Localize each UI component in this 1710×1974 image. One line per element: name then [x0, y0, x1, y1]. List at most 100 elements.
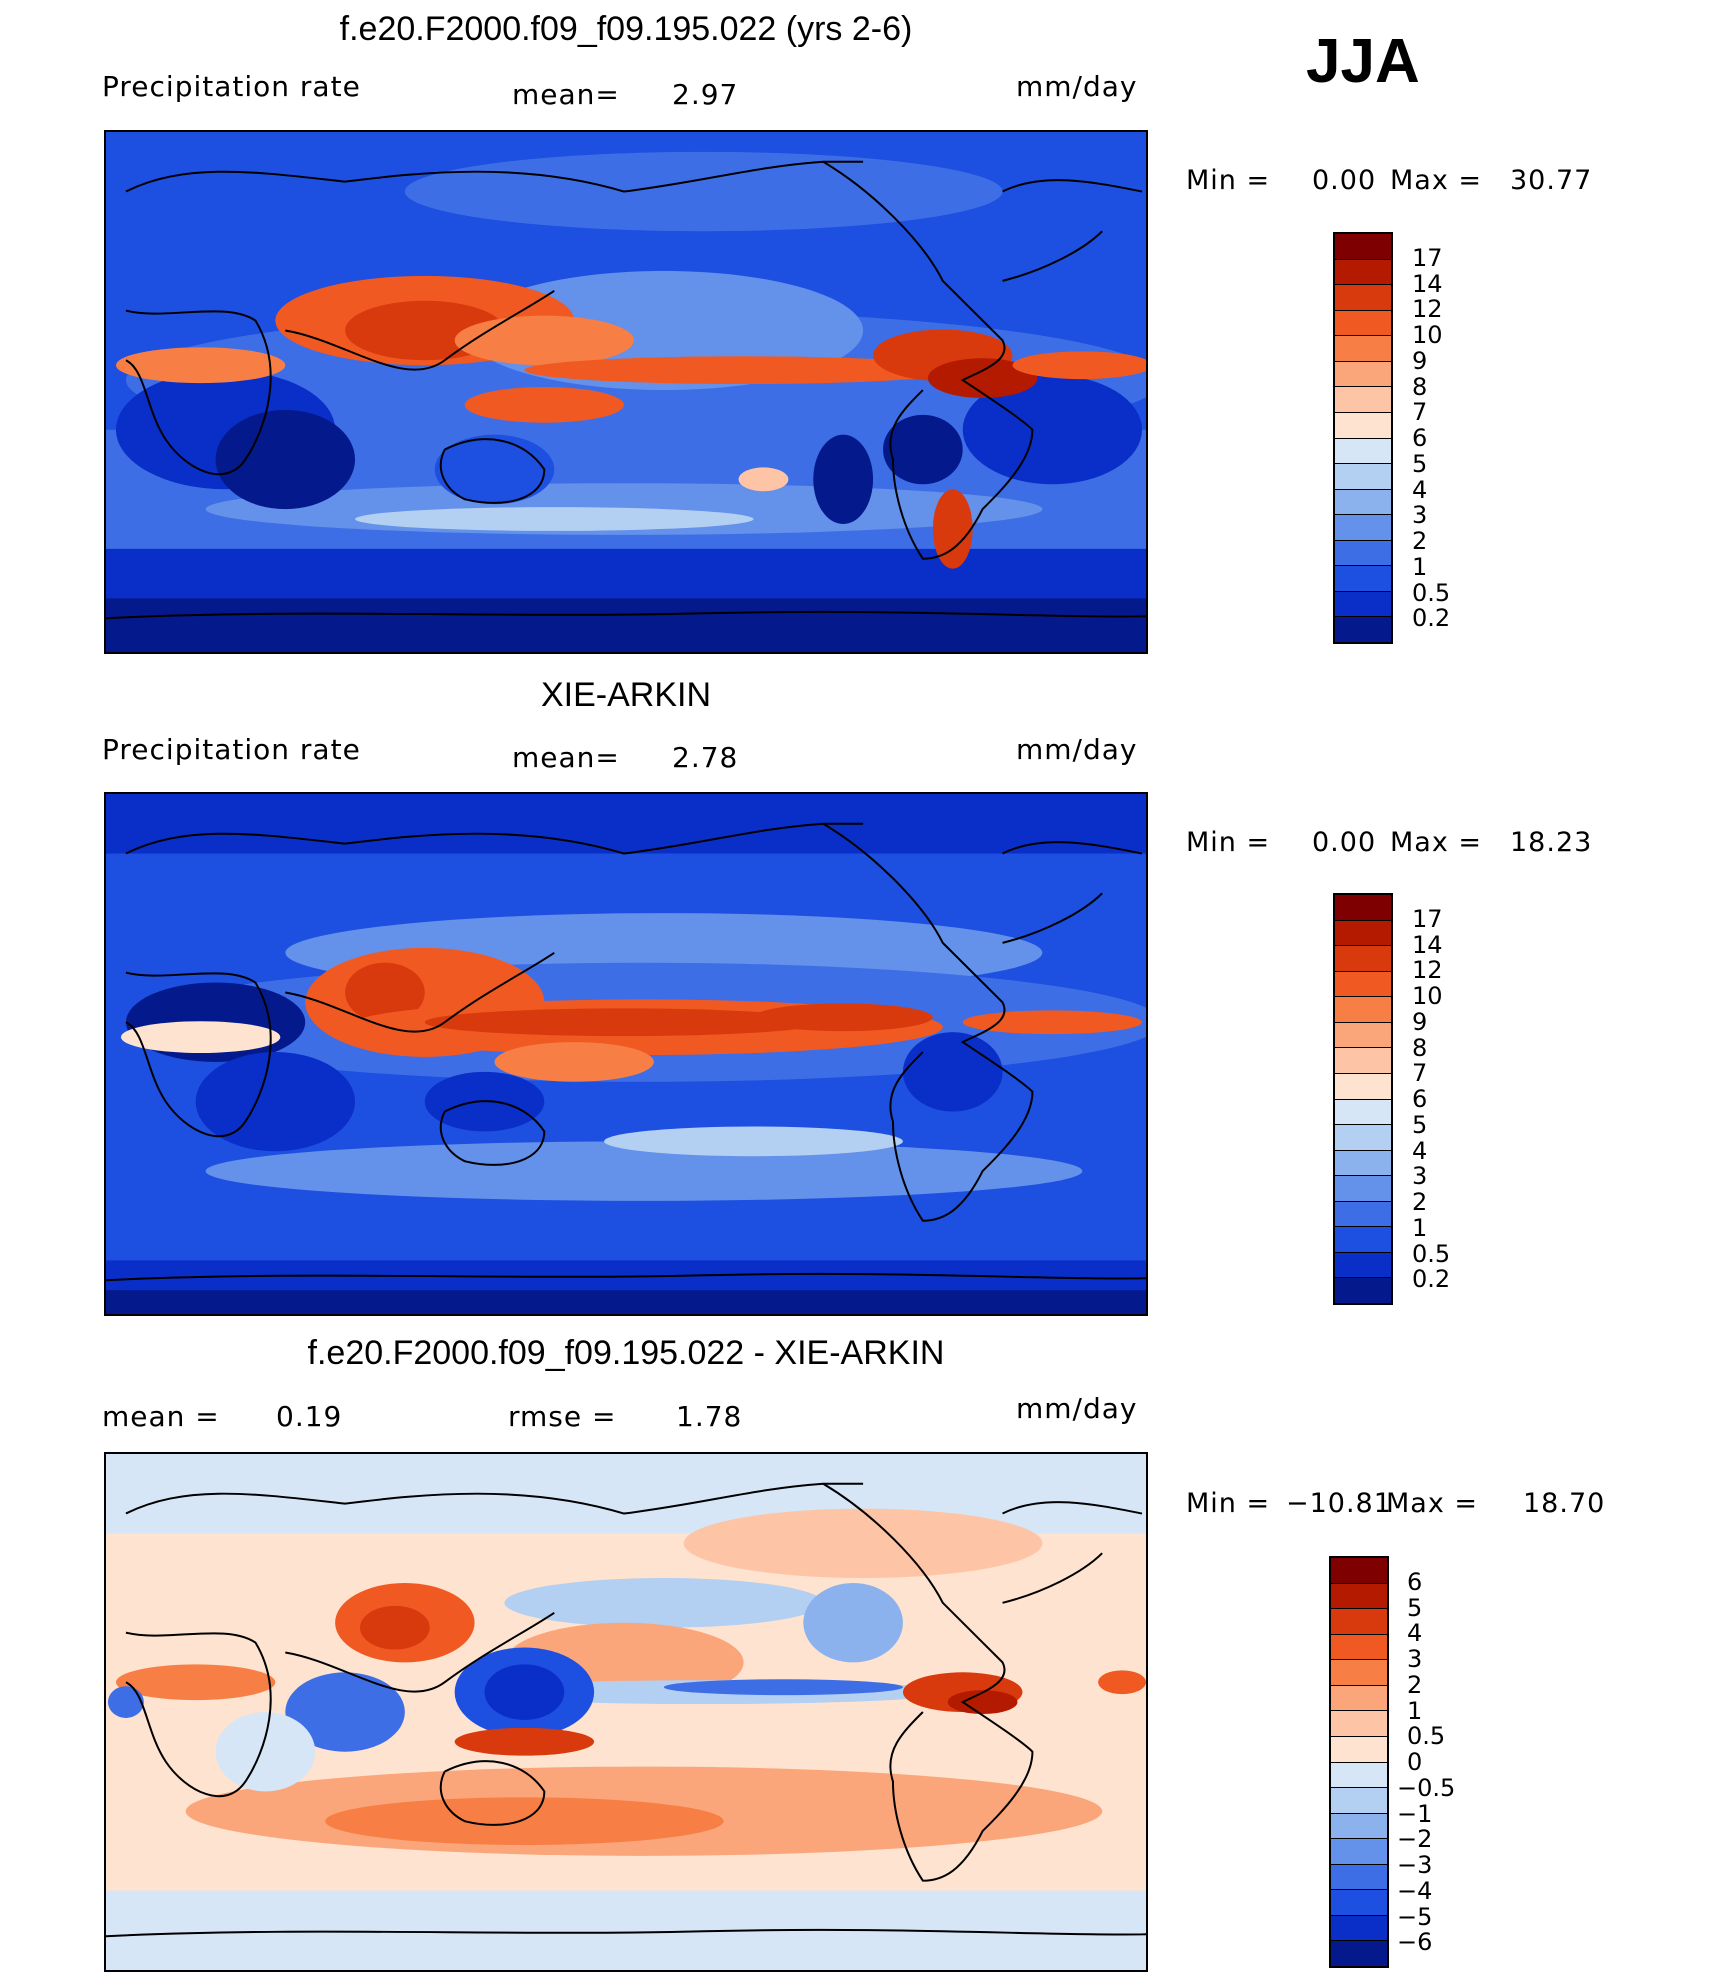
panel-3-colorbar: [1329, 1556, 1389, 1968]
colorbar-box: [1335, 464, 1391, 490]
colorbar-box: [1335, 971, 1391, 998]
panel-1-colorbar: [1333, 232, 1393, 644]
colorbar-level-label: 17: [1412, 243, 1443, 272]
panel-3-map: [104, 1452, 1148, 1972]
panel-2-colorbar: [1333, 893, 1393, 1305]
colorbar-level-label: 2: [1412, 1188, 1428, 1216]
panel-3-rmse-label: rmse =: [508, 1400, 617, 1433]
panel-2-min-value: 0.00: [1312, 827, 1377, 858]
colorbar-level-label: 0.5: [1412, 1239, 1451, 1268]
colorbar-box: [1335, 515, 1391, 541]
panel-1-max-label: Max =: [1390, 165, 1483, 196]
colorbar-level-label: 5: [1407, 1593, 1423, 1622]
colorbar-level-label: 14: [1412, 269, 1443, 298]
panel-1-variable-label: Precipitation rate: [102, 70, 361, 103]
colorbar-level-label: 2: [1407, 1670, 1423, 1699]
panel-3-mean-label: mean =: [102, 1400, 220, 1433]
colorbar-level-label: 7: [1412, 398, 1428, 427]
panel-1-min-label: Min =: [1186, 165, 1271, 196]
colorbar-box: [1331, 1558, 1387, 1584]
colorbar-level-label: −0.5: [1397, 1773, 1456, 1802]
colorbar-box: [1331, 1736, 1387, 1763]
colorbar-box: [1335, 387, 1391, 413]
colorbar-box: [1335, 591, 1391, 618]
colorbar-level-label: 10: [1412, 982, 1443, 1010]
colorbar-box: [1335, 336, 1391, 362]
colorbar-box: [1335, 1227, 1391, 1253]
colorbar-box: [1335, 617, 1391, 642]
colorbar-level-label: −4: [1397, 1876, 1433, 1905]
season-label: JJA: [1306, 27, 1420, 96]
panel-1-title: f.e20.F2000.f09_f09.195.022 (yrs 2-6): [339, 10, 913, 48]
panel-3-title: f.e20.F2000.f09_f09.195.022 - XIE-ARKIN: [307, 1334, 945, 1372]
colorbar-level-label: 0.2: [1412, 1265, 1451, 1294]
panel-1-max-value: 30.77: [1510, 165, 1593, 196]
colorbar-box: [1331, 1609, 1387, 1635]
panel-3-difference-field: [106, 1454, 1146, 1970]
panel-1-mean-value: 2.97: [672, 78, 739, 111]
colorbar-level-label: 3: [1412, 501, 1428, 530]
panel-2-map: [104, 792, 1148, 1316]
colorbar-level-label: 6: [1407, 1567, 1423, 1596]
panel-3-min-label: Min =: [1186, 1488, 1271, 1519]
panel-1-mean-label: mean=: [512, 78, 620, 111]
colorbar-level-label: 0: [1407, 1748, 1423, 1776]
colorbar-box: [1331, 1685, 1387, 1712]
colorbar-box: [1335, 1048, 1391, 1074]
panel-2-mean-label: mean=: [512, 741, 620, 774]
colorbar-box: [1331, 1890, 1387, 1916]
colorbar-level-label: −2: [1397, 1825, 1433, 1854]
panel-2-precip-field: [106, 794, 1146, 1314]
colorbar-level-label: 10: [1412, 321, 1443, 349]
colorbar-box: [1335, 1125, 1391, 1151]
panel-1-map: [104, 130, 1148, 654]
colorbar-box: [1335, 489, 1391, 516]
colorbar-level-label: 9: [1412, 1007, 1428, 1036]
colorbar-level-label: 5: [1412, 449, 1428, 478]
colorbar-level-label: 8: [1412, 1033, 1428, 1062]
colorbar-box: [1331, 1915, 1387, 1942]
colorbar-level-label: 8: [1412, 372, 1428, 401]
colorbar-level-label: 17: [1412, 904, 1443, 933]
panel-2-max-label: Max =: [1390, 827, 1483, 858]
colorbar-level-label: 0.2: [1412, 604, 1451, 633]
colorbar-level-label: −3: [1397, 1851, 1433, 1879]
colorbar-level-label: 3: [1407, 1645, 1423, 1673]
panel-3-mean-value: 0.19: [276, 1400, 343, 1433]
panel-3-max-label: Max =: [1386, 1488, 1479, 1519]
panel-2-units: mm/day: [1016, 733, 1138, 766]
colorbar-level-label: 4: [1407, 1619, 1423, 1648]
panel-1-units: mm/day: [1016, 70, 1138, 103]
colorbar-box: [1335, 1022, 1391, 1049]
colorbar-box: [1331, 1788, 1387, 1814]
panel-3-min-value: −10.81: [1286, 1488, 1392, 1519]
colorbar-box: [1335, 1252, 1391, 1279]
colorbar-box: [1335, 566, 1391, 592]
colorbar-level-label: 1: [1412, 552, 1428, 581]
panel-3-rmse-value: 1.78: [676, 1400, 743, 1433]
colorbar-level-label: 12: [1412, 956, 1443, 985]
panel-2-min-label: Min =: [1186, 827, 1271, 858]
colorbar-box: [1335, 540, 1391, 567]
colorbar-box: [1335, 1150, 1391, 1177]
colorbar-box: [1335, 1099, 1391, 1126]
colorbar-box: [1335, 1278, 1391, 1303]
panel-3-max-value: 18.70: [1523, 1488, 1606, 1519]
panel-3-units: mm/day: [1016, 1392, 1138, 1425]
colorbar-box: [1335, 895, 1391, 921]
panel-2-variable-label: Precipitation rate: [102, 733, 361, 766]
colorbar-level-label: 12: [1412, 295, 1443, 324]
colorbar-box: [1331, 1762, 1387, 1789]
panel-2-max-value: 18.23: [1510, 827, 1593, 858]
colorbar-box: [1335, 285, 1391, 311]
colorbar-level-label: −5: [1397, 1902, 1433, 1931]
panel-2-mean-value: 2.78: [672, 741, 739, 774]
colorbar-level-label: 1: [1412, 1213, 1428, 1242]
colorbar-level-label: 2: [1412, 527, 1428, 555]
colorbar-box: [1335, 412, 1391, 439]
colorbar-level-label: 7: [1412, 1059, 1428, 1088]
colorbar-box: [1335, 361, 1391, 388]
colorbar-level-label: 0.5: [1412, 578, 1451, 607]
colorbar-box: [1331, 1660, 1387, 1686]
colorbar-level-label: 6: [1412, 1085, 1428, 1113]
